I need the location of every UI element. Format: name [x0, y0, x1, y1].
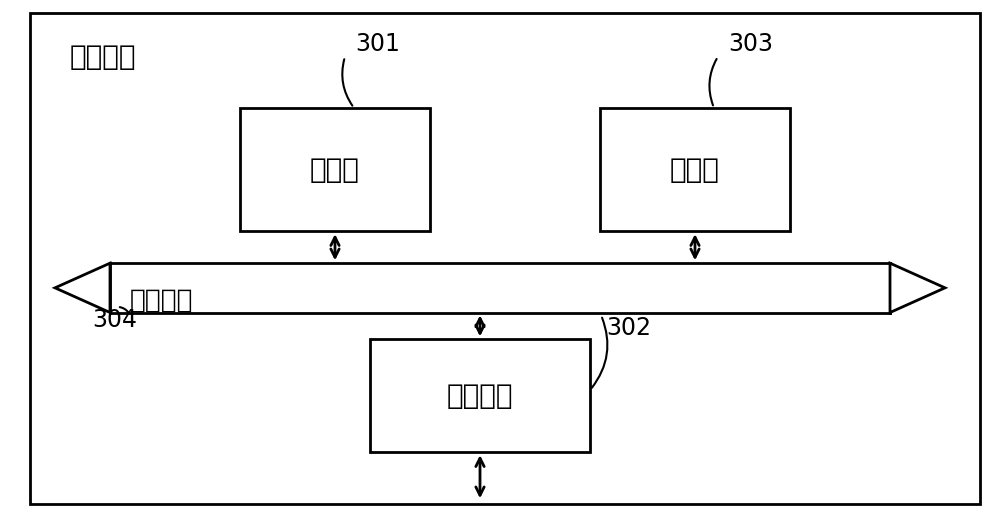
Text: 303: 303 [728, 32, 773, 56]
Text: 电子设备: 电子设备 [70, 43, 136, 70]
Bar [370, 339, 590, 452]
Text: 通信总线: 通信总线 [130, 288, 194, 314]
Text: 301: 301 [355, 32, 400, 56]
Text: 存储器: 存储器 [670, 156, 720, 183]
Text: 302: 302 [606, 316, 651, 340]
Bar [110, 263, 890, 313]
Bar [600, 108, 790, 231]
Text: 处理器: 处理器 [310, 156, 360, 183]
Polygon shape [890, 263, 945, 313]
Polygon shape [55, 263, 110, 313]
Bar [240, 108, 430, 231]
Text: 通信接口: 通信接口 [447, 382, 513, 410]
Text: 304: 304 [92, 308, 137, 332]
